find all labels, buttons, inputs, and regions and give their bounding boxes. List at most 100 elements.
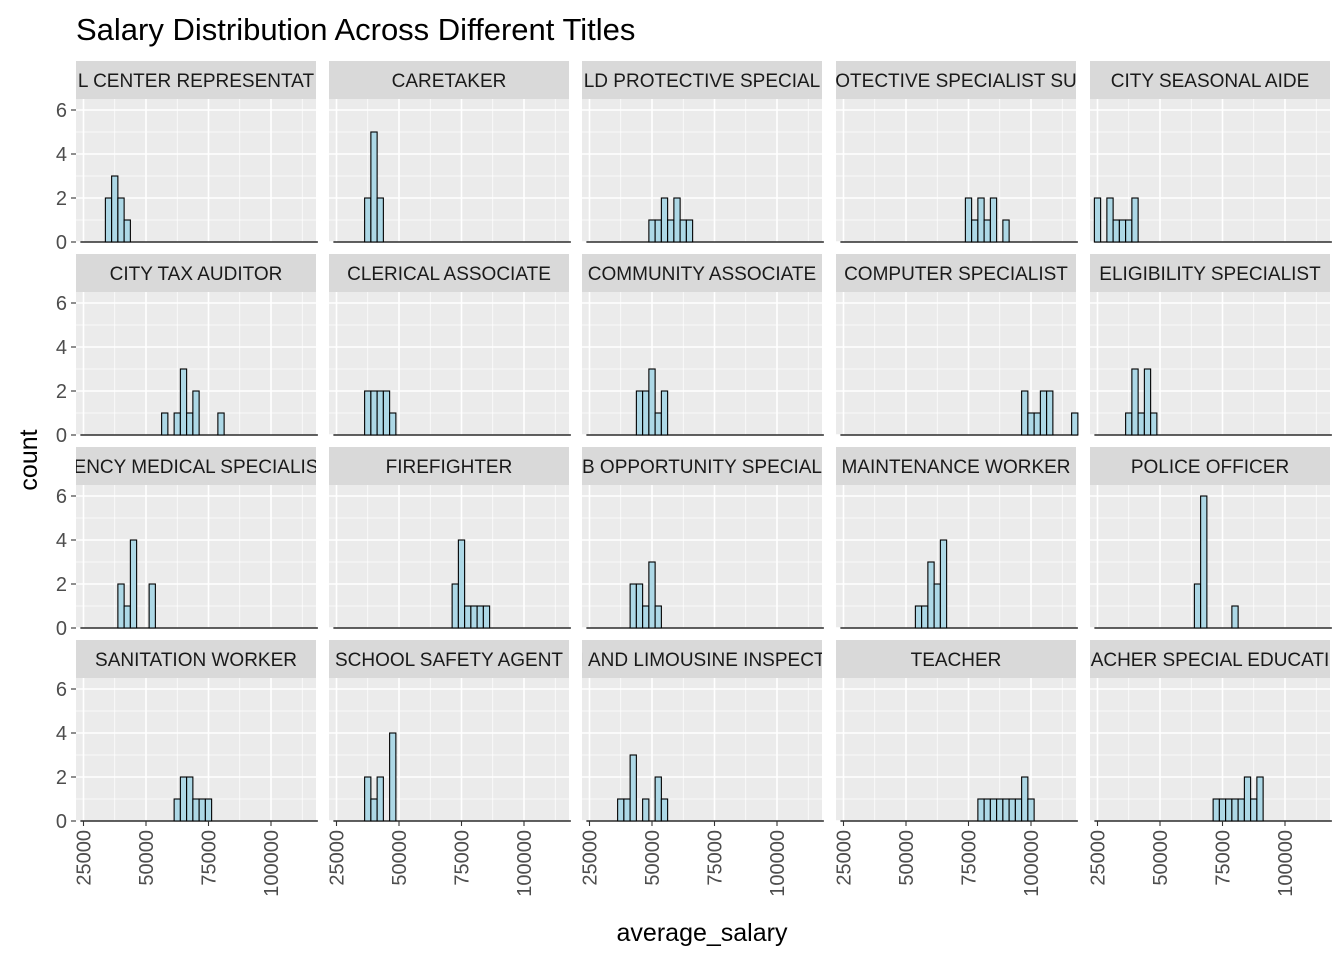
histogram-bar (673, 197, 681, 243)
histogram-bar (939, 539, 948, 629)
histogram-bar (1212, 798, 1220, 822)
histogram-bar (983, 219, 991, 243)
facet-strip-label: CLERICAL ASSOCIATE (347, 264, 551, 285)
histogram-bar (964, 197, 973, 243)
x-tick-label: 50000 (136, 830, 158, 886)
facet-strip-label: COMPUTER SPECIALIST (844, 264, 1068, 285)
facet-strip-label: MAINTENANCE WORKER (841, 457, 1070, 478)
histogram-bar (642, 390, 650, 436)
panel-background (582, 678, 822, 821)
facet-panel-4: CITY SEASONAL AIDE (1090, 61, 1332, 243)
histogram-bar (989, 798, 998, 822)
histogram-bar (648, 561, 656, 629)
histogram-bar (660, 197, 669, 243)
histogram-bar (1002, 798, 1010, 822)
histogram-bar (617, 798, 625, 822)
histogram-bar (192, 390, 200, 436)
facet-panel-3: OTECTIVE SPECIALIST SU (836, 61, 1078, 243)
histogram-bar (648, 219, 656, 243)
histogram-bar (927, 561, 935, 629)
histogram-bar (179, 776, 188, 822)
x-axis-title: average_salary (617, 919, 788, 947)
facet-strip-label: B OPPORTUNITY SPECIAL (582, 457, 822, 478)
facet-strip-label: POLICE OFFICER (1131, 457, 1289, 478)
x-tick-label: 100000 (767, 830, 789, 897)
chart-title: Salary Distribution Across Different Tit… (76, 12, 635, 47)
facet-strip (582, 254, 822, 292)
y-tick-label: 2 (56, 767, 67, 789)
histogram-bar (1118, 219, 1127, 243)
histogram-bar (933, 583, 941, 629)
x-tick-label: 100000 (1021, 830, 1043, 897)
facet-strip-label: LD PROTECTIVE SPECIAL (584, 71, 821, 92)
facet-panel-5: CITY TAX AUDITOR 0 2 4 6 (56, 254, 318, 447)
histogram-bar (376, 197, 384, 243)
facet-strip (329, 254, 569, 292)
histogram-bar (654, 605, 662, 629)
histogram-bar (1137, 412, 1145, 436)
y-tick-label: 4 (56, 723, 67, 745)
histogram-bar (1193, 583, 1202, 629)
facet-strip-label: SCHOOL SAFETY AGENT (335, 650, 563, 671)
facet-strip (582, 640, 822, 678)
histogram-bar (648, 368, 656, 436)
histogram-bar (654, 219, 662, 243)
histogram-bar (1112, 219, 1120, 243)
y-axis-title: count (15, 429, 43, 490)
facet-strip (836, 254, 1076, 292)
histogram-bar (1237, 798, 1245, 822)
y-tick-label: 6 (56, 293, 67, 315)
facet-strip-label: FIREFIGHTER (386, 457, 513, 478)
histogram-bar (1046, 390, 1054, 436)
histogram-bar (660, 390, 669, 436)
x-tick-label: 75000 (1213, 830, 1235, 886)
facet-panel-18: TEACHER 25000 50000 75000 100000 (834, 640, 1078, 897)
facet-strip (836, 447, 1076, 485)
y-tick-label: 6 (56, 486, 67, 508)
histogram-bar (161, 412, 169, 436)
facet-strip (582, 61, 822, 99)
x-tick-label: 50000 (1150, 830, 1172, 886)
facet-panel-15: SANITATION WORKER 0 2 4 6 25000 50000 75000 1000… (56, 640, 318, 897)
histogram-bar (921, 605, 929, 629)
x-tick-label: 50000 (642, 830, 664, 886)
facet-panel-11: FIREFIGHTER (329, 447, 571, 629)
histogram-bar (123, 219, 131, 243)
facet-strip (836, 61, 1076, 99)
histogram-bar (1250, 798, 1258, 822)
histogram-bar (111, 175, 119, 243)
facet-strip (836, 640, 1076, 678)
facet-panel-8: COMPUTER SPECIALIST (836, 254, 1079, 436)
panel-background (582, 99, 822, 242)
facet-strip (76, 447, 316, 485)
histogram-bar (642, 605, 650, 629)
facet-panel-9: ELIGIBILITY SPECIALIST (1090, 254, 1332, 436)
x-tick-label: 25000 (74, 830, 96, 886)
x-tick-label: 25000 (834, 830, 856, 886)
panel-background (1090, 485, 1330, 628)
histogram-bar (129, 539, 138, 629)
panel-background (582, 485, 822, 628)
histogram-bar (629, 754, 637, 822)
facet-strip-label: I AND LIMOUSINE INSPECT (578, 650, 825, 671)
histogram-bar (186, 776, 194, 822)
x-tick-label: 75000 (452, 830, 474, 886)
histogram-bar (186, 412, 194, 436)
histogram-bar (389, 732, 397, 822)
histogram-bar (642, 798, 650, 822)
facet-panel-14: POLICE OFFICER (1090, 447, 1332, 629)
y-tick-label: 4 (56, 144, 67, 166)
histogram-bar (1243, 776, 1252, 822)
panel-background (836, 678, 1076, 821)
histogram-bar (1125, 219, 1133, 243)
facet-strip-label: CITY TAX AUDITOR (110, 264, 283, 285)
facet-strip (582, 447, 822, 485)
histogram-bar (1131, 368, 1139, 436)
histogram-bar (1231, 798, 1239, 822)
facet-strip-label: COMMUNITY ASSOCIATE (588, 264, 816, 285)
facet-strip (1090, 640, 1330, 678)
x-tick-label: 75000 (199, 830, 221, 886)
y-tick-label: 2 (56, 381, 67, 403)
histogram-bar (1021, 390, 1029, 436)
histogram-bar (173, 798, 181, 822)
